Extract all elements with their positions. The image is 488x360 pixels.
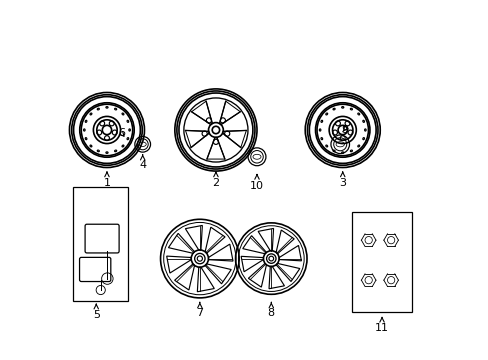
Bar <box>351 212 411 312</box>
Text: 5: 5 <box>93 304 100 320</box>
Text: 8: 8 <box>267 302 274 318</box>
Text: 11: 11 <box>374 317 388 333</box>
Text: 9: 9 <box>340 125 347 135</box>
Text: 6: 6 <box>118 128 124 138</box>
Text: 7: 7 <box>196 302 203 318</box>
Text: 2: 2 <box>212 172 219 188</box>
Text: 4: 4 <box>139 155 146 170</box>
Text: 1: 1 <box>103 172 110 188</box>
Text: 10: 10 <box>249 175 264 191</box>
Text: 3: 3 <box>339 172 346 188</box>
Bar <box>73 187 128 301</box>
